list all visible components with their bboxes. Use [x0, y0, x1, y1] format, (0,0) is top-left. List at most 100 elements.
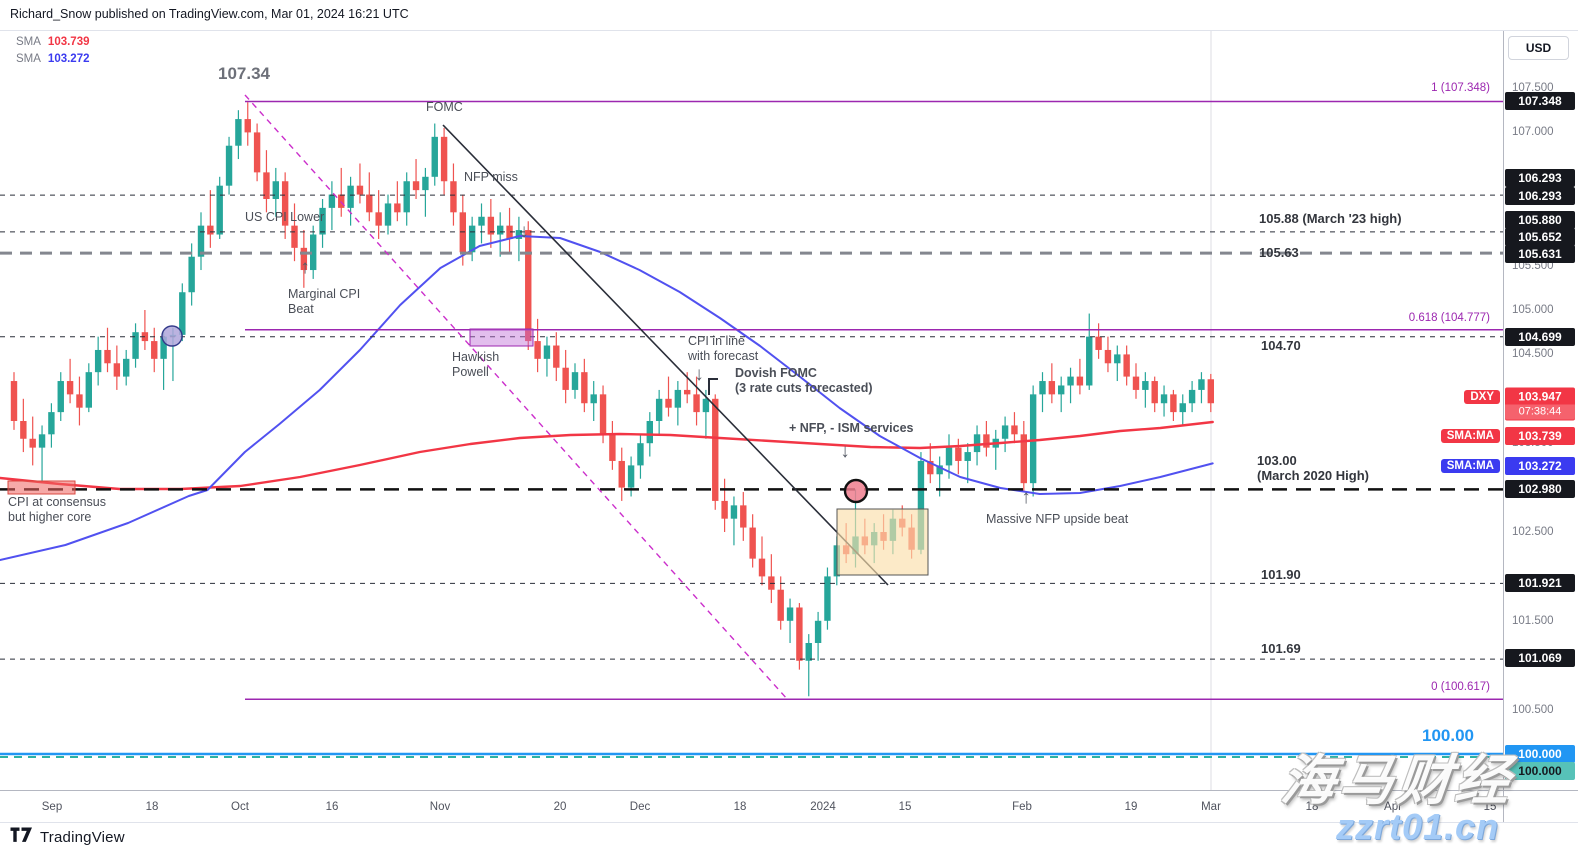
candlestick[interactable] — [94, 336, 102, 386]
candlestick[interactable] — [1095, 323, 1102, 359]
candlestick[interactable] — [571, 363, 579, 399]
candlestick[interactable] — [637, 434, 644, 479]
candlestick[interactable] — [1058, 376, 1065, 413]
candlestick[interactable] — [497, 212, 504, 257]
candlestick[interactable] — [328, 181, 336, 231]
candlestick[interactable] — [730, 496, 738, 546]
cpi-in-line-arrow[interactable]: ↓ — [694, 364, 704, 385]
candlestick[interactable] — [225, 136, 233, 195]
candlestick[interactable] — [824, 567, 831, 630]
level-105-63-label[interactable]: 105.63 — [1259, 245, 1299, 260]
candlestick[interactable] — [1160, 385, 1168, 417]
cpi-consensus-zone[interactable] — [7, 480, 76, 495]
candlestick[interactable] — [263, 150, 270, 213]
candlestick[interactable] — [338, 167, 345, 217]
level-103-00-label[interactable]: 103.00 (March 2020 High) — [1257, 453, 1369, 484]
fib-0618-label[interactable]: 0.618 (104.777) — [1408, 312, 1490, 324]
candlestick[interactable] — [1179, 394, 1186, 426]
candlestick[interactable] — [674, 381, 682, 426]
candlestick[interactable] — [38, 425, 46, 484]
candlestick[interactable] — [543, 336, 551, 377]
candlestick[interactable] — [814, 611, 822, 661]
candlestick[interactable] — [394, 181, 401, 222]
candlestick[interactable] — [1151, 376, 1158, 413]
candlestick[interactable] — [29, 416, 36, 466]
cpi-consensus-label[interactable]: CPI at consensus but higher core — [8, 495, 106, 524]
candlestick[interactable] — [1142, 372, 1149, 408]
dovish-fomc-label[interactable]: Dovish FOMC (3 rate cuts forecasted) — [735, 366, 873, 395]
candlestick[interactable] — [1207, 373, 1214, 413]
candlestick[interactable] — [693, 376, 700, 426]
candlestick[interactable] — [347, 176, 354, 226]
nfp-miss-label[interactable]: NFP miss — [464, 170, 518, 184]
candlestick[interactable] — [777, 576, 784, 630]
candlestick[interactable] — [1001, 416, 1009, 453]
candlestick[interactable] — [375, 190, 382, 239]
candlestick[interactable] — [1067, 367, 1074, 404]
candlestick[interactable] — [534, 318, 541, 373]
candlestick[interactable] — [113, 345, 121, 390]
tradingview-brand[interactable]: TradingView — [10, 827, 125, 848]
candlestick[interactable] — [655, 389, 663, 435]
candlestick[interactable] — [422, 167, 429, 217]
hawkish-powell-label[interactable]: Hawkish Powell — [452, 350, 500, 379]
candlestick[interactable] — [20, 398, 27, 453]
candlestick[interactable] — [562, 349, 569, 404]
candlestick[interactable] — [57, 372, 64, 421]
candlestick[interactable] — [412, 159, 420, 199]
nfp-ism-label[interactable]: + NFP, - ISM services — [789, 421, 914, 435]
massive-nfp-arrow[interactable]: ↑ — [1021, 487, 1031, 508]
candlestick[interactable] — [319, 199, 326, 248]
candlestick[interactable] — [805, 634, 812, 697]
candlestick[interactable] — [553, 332, 560, 382]
candlestick[interactable] — [721, 478, 728, 532]
candlestick[interactable] — [506, 207, 513, 253]
candlestick[interactable] — [581, 358, 588, 413]
candlestick[interactable] — [1048, 363, 1056, 404]
level-104-70-label[interactable]: 104.70 — [1261, 338, 1301, 353]
candlestick[interactable] — [440, 127, 448, 195]
candlestick[interactable] — [76, 376, 83, 426]
candlestick[interactable] — [356, 163, 364, 204]
hawkish-powell-zone[interactable] — [469, 328, 534, 347]
marginal-cpi-beat-label[interactable]: Marginal CPI Beat — [288, 287, 361, 316]
bracket-marker[interactable] — [708, 378, 718, 395]
candlestick[interactable] — [740, 492, 747, 541]
candlestick[interactable] — [244, 102, 251, 146]
candlestick[interactable] — [300, 230, 308, 288]
sma-line[interactable] — [0, 420, 1214, 491]
massive-nfp-label[interactable]: Massive NFP upside beat — [986, 512, 1129, 526]
candlestick[interactable] — [48, 403, 55, 448]
candlestick[interactable] — [1104, 336, 1112, 373]
candlestick[interactable] — [992, 429, 999, 470]
candlestick[interactable] — [272, 167, 279, 217]
candlestick[interactable] — [235, 110, 242, 160]
candlestick[interactable] — [66, 358, 74, 404]
candlestick[interactable] — [758, 536, 766, 586]
candlestick[interactable] — [253, 123, 261, 182]
candlestick[interactable] — [1086, 313, 1093, 390]
label-100-00[interactable]: 100.00 — [1422, 726, 1474, 745]
candlestick[interactable] — [1114, 345, 1121, 382]
candlestick[interactable] — [749, 514, 756, 568]
candlestick[interactable] — [123, 349, 130, 386]
marginal-cpi-arrow[interactable]: ↑ — [300, 257, 310, 278]
candlestick[interactable] — [786, 598, 794, 643]
candlestick[interactable] — [702, 389, 710, 439]
candlestick[interactable] — [955, 438, 962, 475]
purple-event-marker[interactable] — [161, 325, 183, 347]
candlestick[interactable] — [104, 327, 111, 373]
us-cpi-lower-arrow[interactable]: ↓ — [519, 221, 529, 242]
candlestick[interactable] — [478, 203, 485, 244]
candlestick[interactable] — [403, 172, 410, 226]
candlestick[interactable] — [768, 554, 775, 604]
candlestick[interactable] — [1170, 389, 1177, 421]
candlestick[interactable] — [151, 327, 158, 373]
nfp-ism-arrow[interactable]: ↓ — [840, 441, 850, 462]
candlestick[interactable] — [431, 123, 438, 186]
sma-line[interactable] — [0, 235, 1214, 561]
candlestick[interactable] — [796, 603, 803, 670]
candlestick[interactable] — [609, 421, 616, 470]
currency-toggle-button[interactable]: USD — [1508, 36, 1569, 60]
